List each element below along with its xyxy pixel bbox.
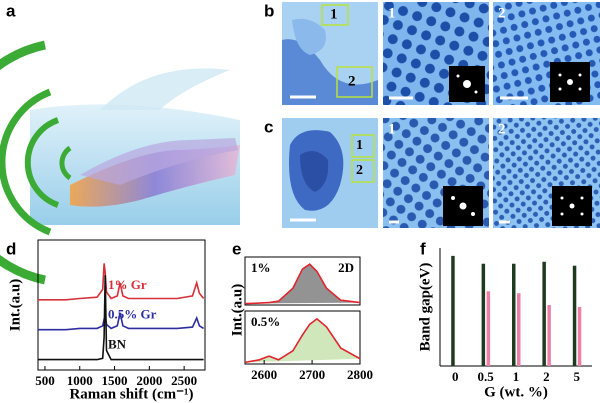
spectrum [244, 317, 361, 364]
series-label: 0.5% [251, 314, 280, 329]
plot-frame [244, 256, 361, 306]
y-axis-label: Band gap(eV) [417, 263, 433, 352]
y-axis-label: Int.(a.u) [229, 284, 245, 337]
x-tick-label: 2700 [299, 367, 325, 382]
x-tick-label: 0 [452, 369, 459, 384]
spectrum [38, 263, 205, 301]
bar [481, 263, 486, 366]
x-tick-label: 2 [543, 369, 550, 384]
spectrum [38, 275, 204, 361]
bar [572, 265, 577, 366]
spectrum [38, 312, 205, 331]
x-tick-label: 1000 [67, 373, 93, 388]
x-axis-label: G (wt. %) [484, 384, 548, 400]
region-label: 1 [330, 6, 338, 22]
x-tick-label: 500 [35, 373, 55, 388]
panel-label: a [6, 1, 16, 20]
bar [451, 255, 455, 366]
x-tick-label: 2600 [251, 367, 277, 382]
panel-label: b [264, 1, 274, 20]
x-tick-label: 1 [513, 369, 520, 384]
bar [577, 307, 582, 366]
bar [512, 263, 516, 366]
x-tick-label: 1500 [102, 373, 128, 388]
series-label: 1% Gr [108, 277, 147, 292]
bar [547, 305, 551, 366]
x-tick-label: 5 [574, 369, 581, 384]
illustration [0, 40, 240, 285]
series-label: BN [108, 337, 127, 352]
zoom-label: 2 [498, 5, 506, 21]
zoom-label: 1 [388, 121, 396, 137]
x-tick-label: 2500 [171, 373, 197, 388]
plot-frame [244, 310, 361, 365]
x-tick-label: 2800 [347, 367, 373, 382]
bar [486, 291, 491, 366]
annotation: 2D [338, 260, 354, 275]
spectrum [244, 263, 361, 305]
x-axis-label: Raman shift (cm⁻¹) [69, 386, 193, 402]
image-c [282, 118, 600, 228]
series-label: 1% [251, 260, 271, 275]
series-label: 0.5% Gr [108, 307, 157, 322]
image-b [282, 2, 600, 105]
x-tick-label: 2000 [136, 373, 162, 388]
bar [517, 293, 521, 366]
region-label: 2 [356, 163, 363, 178]
x-tick-label: 0.5 [477, 369, 494, 384]
panel-label: e [232, 239, 241, 258]
zoom-label: 1 [388, 5, 396, 21]
zoom-label: 2 [498, 121, 506, 137]
region-label: 1 [356, 138, 363, 153]
plot-frame [37, 239, 206, 371]
panel-label: c [264, 117, 273, 136]
bar [542, 261, 546, 366]
panel-label: d [6, 239, 16, 258]
panel-label: f [420, 239, 426, 258]
region-label: 2 [348, 73, 356, 89]
y-axis-label: Int.(a.u) [7, 279, 23, 332]
